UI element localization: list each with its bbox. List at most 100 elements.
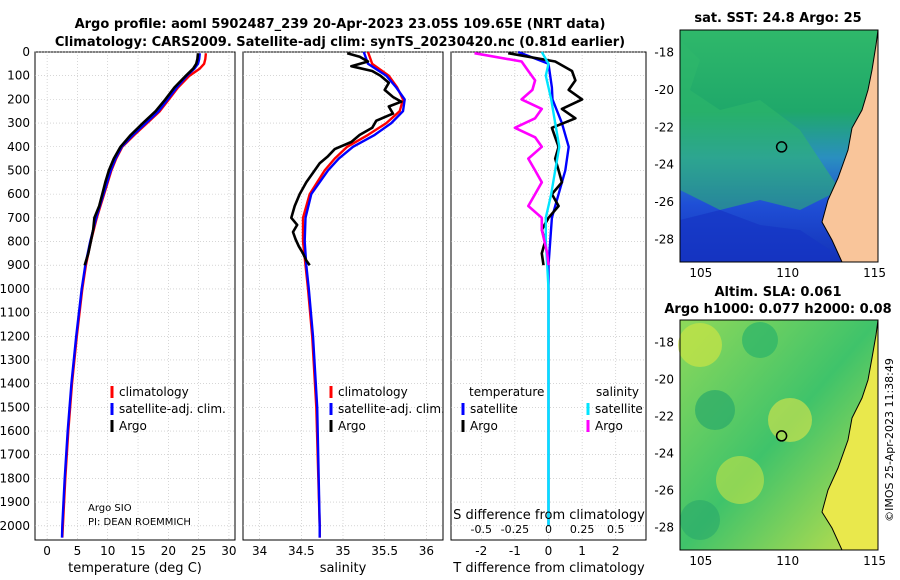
tdiff-xlabel: T difference from climatology <box>452 561 645 576</box>
legend-label: Argo <box>470 419 498 433</box>
pressure-tick-label: 1000 <box>0 282 30 296</box>
legend-label: satellite-adj. clim. <box>119 402 226 416</box>
map-lat-tick: -22 <box>654 120 674 134</box>
map-lat-tick: -24 <box>654 158 674 172</box>
pressure-tick-label: 900 <box>7 258 30 272</box>
legend-label: climatology <box>119 385 189 399</box>
legend-label: satellite <box>470 402 518 416</box>
difference-panel: -2 -1 0 1 2 -0.5 -0.25 0 0.25 0.5 <box>450 50 647 558</box>
x-tick-label: 1 <box>578 544 586 558</box>
s-tick-label: 0.5 <box>607 523 625 536</box>
x-tick-label: 10 <box>100 544 115 558</box>
pressure-tick-label: 500 <box>7 163 30 177</box>
x-tick-label: 15 <box>130 544 145 558</box>
map-lon-tick: 110 <box>776 554 799 568</box>
pressure-tick-label: 200 <box>7 92 30 106</box>
sla-low-blob <box>680 500 720 540</box>
imos-watermark: ©IMOS 25-Apr-2023 11:38:49 <box>883 358 896 522</box>
temperature-xlabel: temperature (deg C) <box>68 561 202 576</box>
legend-label: Argo <box>595 419 623 433</box>
map-lat-tick: -26 <box>654 195 674 209</box>
legend-label: Argo <box>119 419 147 433</box>
sla-low-blob <box>742 322 778 358</box>
pressure-tick-label: 1800 <box>0 471 30 485</box>
legend-label: climatology <box>338 385 408 399</box>
pressure-tick-label: 0 <box>22 45 30 59</box>
sla-high-blob <box>678 323 722 367</box>
map-lon-tick: 115 <box>863 554 886 568</box>
map-lat-tick: -20 <box>654 83 674 97</box>
temperature-panel: 0 5 10 15 20 25 30 <box>34 51 237 558</box>
x-tick-label: 25 <box>191 544 206 558</box>
pressure-tick-label: 700 <box>7 211 30 225</box>
legend-label: Argo <box>338 419 366 433</box>
s-tick-label: 0.25 <box>570 523 595 536</box>
salinity-xlabel: salinity <box>320 561 367 576</box>
pressure-tick-label: 800 <box>7 235 30 249</box>
x-tick-label: 35 <box>335 544 350 558</box>
s-tick-label: -0.25 <box>501 523 529 536</box>
pi-credit: PI: DEAN ROEMMICH <box>88 517 191 528</box>
map-lat-tick: -20 <box>654 372 674 386</box>
salinity-panel: 34 34.5 35 35.5 36 <box>242 51 444 558</box>
pressure-tick-label: 2000 <box>0 519 30 533</box>
pressure-tick-label: 1500 <box>0 400 30 414</box>
x-tick-label: 0 <box>43 544 51 558</box>
temperature-legend: climatology satellite-adj. clim. Argo <box>110 385 226 433</box>
map-lat-tick: -28 <box>654 233 674 247</box>
x-tick-label: 36 <box>419 544 434 558</box>
series-line-satellite-adj-clim- <box>303 51 406 538</box>
legend-header-salinity: salinity <box>596 385 639 399</box>
pressure-tick-label: 400 <box>7 140 30 154</box>
sla-map-title-line2: Argo h1000: 0.077 h2000: 0.08 <box>664 302 891 317</box>
sst-map-title: sat. SST: 24.8 Argo: 25 <box>694 11 861 26</box>
figure-title-line1: Argo profile: aoml 5902487_239 20-Apr-20… <box>75 17 606 32</box>
sst-map: 105 110 115 -18 -20 -22 -24 -26 -28 <box>654 29 886 280</box>
pressure-tick-label: 1300 <box>0 353 30 367</box>
legend-label: satellite <box>595 402 643 416</box>
land-australia <box>821 319 879 551</box>
sdiff-xlabel: S difference from climatology <box>453 508 645 523</box>
pressure-tick-label: 300 <box>7 116 30 130</box>
pressure-tick-label: 100 <box>7 69 30 83</box>
sla-map: 105 110 115 -18 -20 -22 -24 -26 -28 <box>654 319 886 568</box>
x-tick-label: 30 <box>221 544 236 558</box>
land-australia <box>821 29 879 263</box>
sla-map-title-line1: Altim. SLA: 0.061 <box>715 285 842 300</box>
pressure-tick-label: 1900 <box>0 495 30 509</box>
cold-water-patch <box>680 210 830 262</box>
warm-water-patch <box>680 40 840 210</box>
s-tick-label: 0 <box>545 523 552 536</box>
map-lon-tick: 110 <box>776 266 799 280</box>
x-tick-label: 2 <box>612 544 620 558</box>
pressure-tick-label: 1700 <box>0 448 30 462</box>
pressure-tick-label: 1200 <box>0 329 30 343</box>
series-line-salinity-argo <box>474 51 550 266</box>
x-tick-label: -1 <box>509 544 521 558</box>
pressure-tick-label: 1400 <box>0 377 30 391</box>
sla-high-blob <box>768 398 812 442</box>
map-lat-tick: -18 <box>654 45 674 59</box>
map-lat-tick: -18 <box>654 335 674 349</box>
series-line-argo <box>83 53 200 266</box>
pressure-tick-label: 1600 <box>0 424 30 438</box>
difference-legend: temperature salinity satellite Argo sate… <box>461 385 643 433</box>
s-tick-label: -0.5 <box>471 523 492 536</box>
x-tick-label: 5 <box>74 544 82 558</box>
series-line-argo <box>289 51 403 266</box>
legend-label: satellite-adj. clim. <box>338 402 445 416</box>
float-location-marker <box>775 141 788 153</box>
legend-header-temperature: temperature <box>469 385 544 399</box>
map-lat-tick: -26 <box>654 484 674 498</box>
map-lon-tick: 115 <box>863 266 886 280</box>
pressure-tick-label: 600 <box>7 187 30 201</box>
x-tick-label: -2 <box>475 544 487 558</box>
sla-low-blob <box>695 390 735 430</box>
x-tick-label: 20 <box>161 544 176 558</box>
x-tick-label: 34 <box>252 544 267 558</box>
figure-title-line2: Climatology: CARS2009. Satellite-adj cli… <box>55 35 625 50</box>
map-lat-tick: -22 <box>654 409 674 423</box>
float-credit: Argo SIO <box>88 503 132 514</box>
pressure-axis-ticks: 0 100 200 300 400 500 600 700 800 900 1000 1100 1200… <box>0 45 30 533</box>
